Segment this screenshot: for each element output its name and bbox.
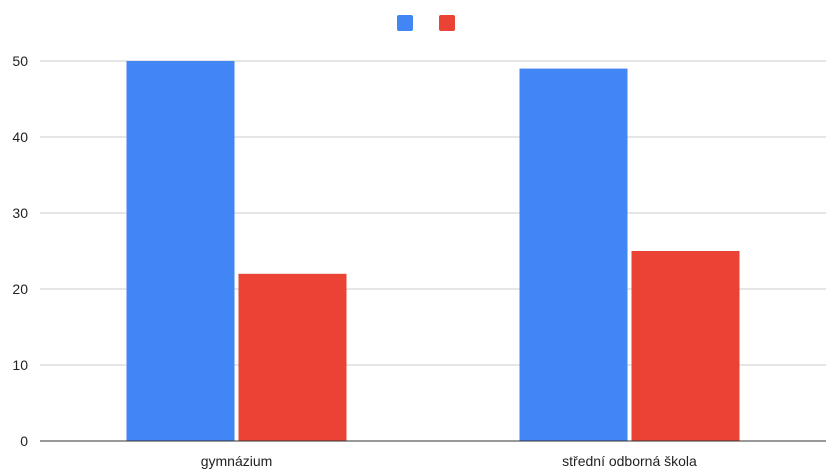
axes: 0 10 20 30 40 50 gymnázium střední odborná škol…	[12, 53, 826, 469]
x-tick-label: gymnázium	[201, 453, 273, 469]
legend[interactable]	[397, 15, 455, 31]
y-tick-label: 30	[12, 205, 28, 221]
legend-swatch-series2[interactable]	[439, 15, 455, 31]
bar-series1-1	[126, 61, 235, 441]
x-tick-label: střední odborná škola	[562, 453, 697, 469]
bar-series2-2	[631, 251, 740, 441]
bars	[126, 61, 740, 441]
y-tick-label: 0	[20, 433, 28, 449]
y-tick-label: 40	[12, 129, 28, 145]
y-tick-label: 50	[12, 53, 28, 69]
bar-series1-2	[519, 68, 628, 441]
y-tick-label: 10	[12, 357, 28, 373]
bar-series2-1	[238, 273, 347, 441]
legend-swatch-series1[interactable]	[397, 15, 413, 31]
y-tick-label: 20	[12, 281, 28, 297]
